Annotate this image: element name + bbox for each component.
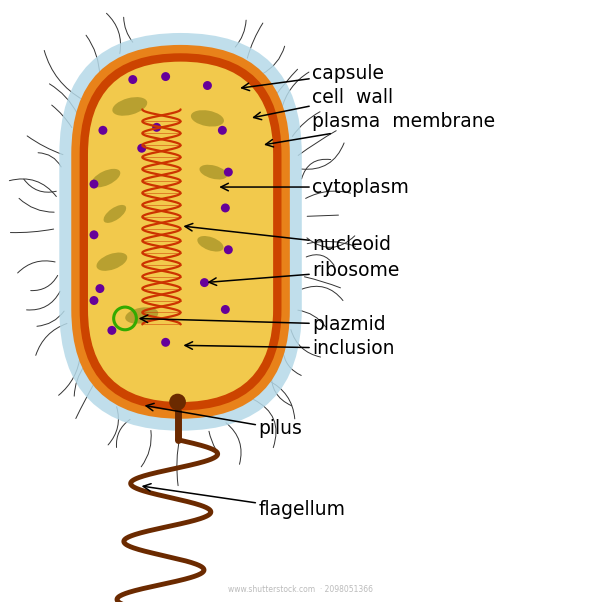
- Ellipse shape: [191, 110, 224, 126]
- FancyBboxPatch shape: [59, 33, 302, 431]
- FancyBboxPatch shape: [73, 47, 288, 417]
- Circle shape: [152, 123, 161, 132]
- Ellipse shape: [112, 97, 147, 116]
- Circle shape: [224, 168, 233, 177]
- Circle shape: [107, 326, 116, 335]
- Circle shape: [169, 394, 186, 410]
- Circle shape: [161, 338, 170, 347]
- Circle shape: [89, 230, 98, 239]
- Circle shape: [137, 144, 146, 153]
- Circle shape: [98, 126, 107, 135]
- Text: ribosome: ribosome: [209, 261, 400, 285]
- Circle shape: [203, 81, 212, 90]
- Text: nucleoid: nucleoid: [185, 223, 391, 254]
- Text: flagellum: flagellum: [143, 484, 345, 519]
- FancyBboxPatch shape: [71, 45, 290, 419]
- Ellipse shape: [104, 205, 126, 223]
- Circle shape: [89, 296, 98, 305]
- Text: pilus: pilus: [146, 404, 302, 438]
- Text: plazmid: plazmid: [140, 315, 386, 334]
- Ellipse shape: [199, 164, 227, 180]
- Ellipse shape: [97, 253, 127, 271]
- Circle shape: [218, 126, 227, 135]
- Circle shape: [128, 75, 137, 84]
- Ellipse shape: [125, 307, 158, 324]
- Circle shape: [95, 284, 104, 293]
- Circle shape: [161, 72, 170, 81]
- FancyBboxPatch shape: [80, 53, 281, 410]
- Text: capsule: capsule: [242, 64, 384, 90]
- Ellipse shape: [197, 236, 224, 251]
- Circle shape: [221, 203, 230, 212]
- Ellipse shape: [92, 169, 120, 188]
- Circle shape: [221, 305, 230, 314]
- Circle shape: [89, 180, 98, 189]
- Text: cell  wall: cell wall: [254, 88, 393, 120]
- Text: inclusion: inclusion: [185, 339, 394, 358]
- FancyBboxPatch shape: [88, 62, 273, 402]
- Circle shape: [200, 278, 209, 287]
- Text: cytoplasm: cytoplasm: [221, 177, 409, 197]
- Text: www.shutterstock.com  · 2098051366: www.shutterstock.com · 2098051366: [227, 585, 373, 594]
- Text: plasma  membrane: plasma membrane: [266, 112, 495, 147]
- Circle shape: [224, 245, 233, 254]
